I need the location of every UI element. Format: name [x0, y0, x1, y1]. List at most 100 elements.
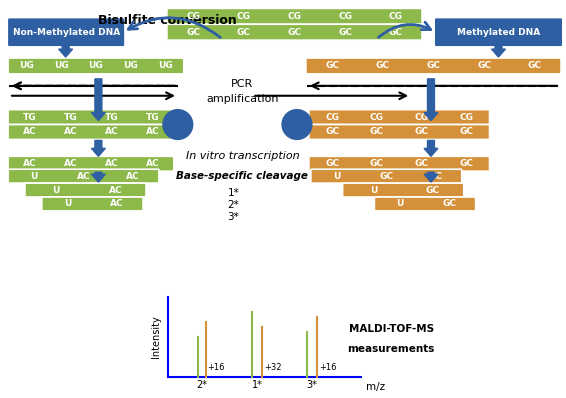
Text: +16: +16 [319, 363, 336, 372]
Text: Non-Methylated DNA: Non-Methylated DNA [12, 28, 120, 37]
Text: GC: GC [426, 185, 440, 195]
Text: AC: AC [105, 159, 118, 168]
Text: U: U [397, 199, 404, 209]
FancyBboxPatch shape [25, 183, 146, 197]
Text: GC: GC [528, 61, 542, 70]
Text: GC: GC [370, 159, 384, 168]
FancyBboxPatch shape [434, 18, 563, 47]
Text: 2*: 2* [196, 380, 207, 390]
Text: CG: CG [389, 12, 403, 21]
Text: PCR: PCR [231, 79, 254, 89]
Text: GC: GC [325, 159, 339, 168]
Text: TG: TG [145, 113, 159, 122]
Polygon shape [92, 172, 105, 182]
Text: AC: AC [63, 159, 78, 168]
Text: U: U [64, 199, 71, 209]
Text: Intensity: Intensity [151, 316, 161, 358]
FancyBboxPatch shape [8, 169, 159, 183]
Polygon shape [424, 79, 438, 121]
Text: GC: GC [325, 127, 339, 137]
FancyBboxPatch shape [8, 125, 174, 139]
Text: TG: TG [63, 113, 78, 122]
Text: U: U [333, 172, 340, 181]
Text: AC: AC [109, 185, 122, 195]
FancyBboxPatch shape [7, 18, 125, 47]
Text: GC: GC [414, 127, 428, 137]
Text: 3*: 3* [306, 380, 318, 390]
FancyBboxPatch shape [42, 197, 143, 211]
Text: UG: UG [88, 61, 103, 70]
Polygon shape [92, 140, 105, 156]
Text: Base-specific cleavage: Base-specific cleavage [177, 171, 308, 181]
Text: Methylated DNA: Methylated DNA [457, 28, 540, 37]
FancyArrowPatch shape [379, 22, 431, 37]
Text: CG: CG [459, 113, 473, 122]
Text: 3*: 3* [228, 212, 239, 222]
Polygon shape [491, 45, 505, 57]
Text: U: U [370, 185, 377, 195]
Text: GC: GC [186, 28, 200, 37]
Text: AC: AC [77, 172, 91, 181]
Text: CG: CG [325, 113, 339, 122]
Text: GC: GC [325, 61, 339, 70]
Text: UG: UG [54, 61, 68, 70]
Text: GC: GC [426, 61, 440, 70]
Text: CG: CG [414, 113, 428, 122]
FancyBboxPatch shape [167, 24, 422, 40]
Text: AC: AC [110, 199, 124, 209]
Text: AC: AC [145, 159, 159, 168]
Text: UG: UG [123, 61, 138, 70]
Text: +32: +32 [264, 363, 282, 372]
Text: AC: AC [105, 127, 118, 137]
Polygon shape [424, 140, 438, 156]
Text: CG: CG [370, 113, 384, 122]
Text: CG: CG [186, 12, 200, 21]
Text: GC: GC [443, 199, 457, 209]
Text: TG: TG [23, 113, 36, 122]
Text: 1*: 1* [228, 188, 239, 198]
Text: +16: +16 [208, 363, 225, 372]
FancyBboxPatch shape [8, 58, 184, 74]
Text: CG: CG [288, 12, 302, 21]
Text: GC: GC [414, 159, 428, 168]
Text: measurements: measurements [348, 344, 435, 354]
FancyBboxPatch shape [309, 125, 490, 139]
Text: In vitro transcription: In vitro transcription [186, 151, 299, 161]
Text: GC: GC [376, 61, 390, 70]
FancyArrowPatch shape [128, 18, 220, 37]
Text: MALDI-TOF-MS: MALDI-TOF-MS [349, 324, 434, 334]
Text: AC: AC [23, 159, 36, 168]
Text: GC: GC [237, 28, 251, 37]
Text: GC: GC [389, 28, 403, 37]
FancyBboxPatch shape [306, 58, 561, 74]
Text: Bisulfite conversion: Bisulfite conversion [98, 14, 237, 27]
Circle shape [163, 110, 192, 139]
Polygon shape [92, 79, 105, 121]
Text: U: U [30, 172, 37, 181]
Text: UG: UG [158, 61, 173, 70]
Text: GC: GC [459, 127, 473, 137]
Polygon shape [424, 172, 438, 182]
Text: AC: AC [23, 127, 36, 137]
Text: m/z: m/z [366, 382, 385, 392]
Text: GC: GC [429, 172, 443, 181]
Text: T 7: T 7 [169, 119, 186, 129]
Circle shape [282, 110, 312, 139]
Polygon shape [59, 45, 72, 57]
Text: 1*: 1* [252, 380, 263, 390]
Text: AC: AC [126, 172, 140, 181]
Text: TG: TG [105, 113, 118, 122]
Text: 2*: 2* [228, 200, 239, 210]
Text: AC: AC [145, 127, 159, 137]
Text: GC: GC [477, 61, 491, 70]
FancyBboxPatch shape [342, 183, 464, 197]
FancyBboxPatch shape [309, 110, 490, 125]
FancyBboxPatch shape [309, 156, 490, 171]
FancyBboxPatch shape [8, 156, 174, 171]
Text: U: U [52, 185, 59, 195]
Text: CG: CG [338, 12, 352, 21]
Text: AC: AC [63, 127, 78, 137]
FancyBboxPatch shape [167, 8, 422, 24]
Text: T 7: T 7 [289, 119, 306, 129]
Text: CG: CG [237, 12, 251, 21]
